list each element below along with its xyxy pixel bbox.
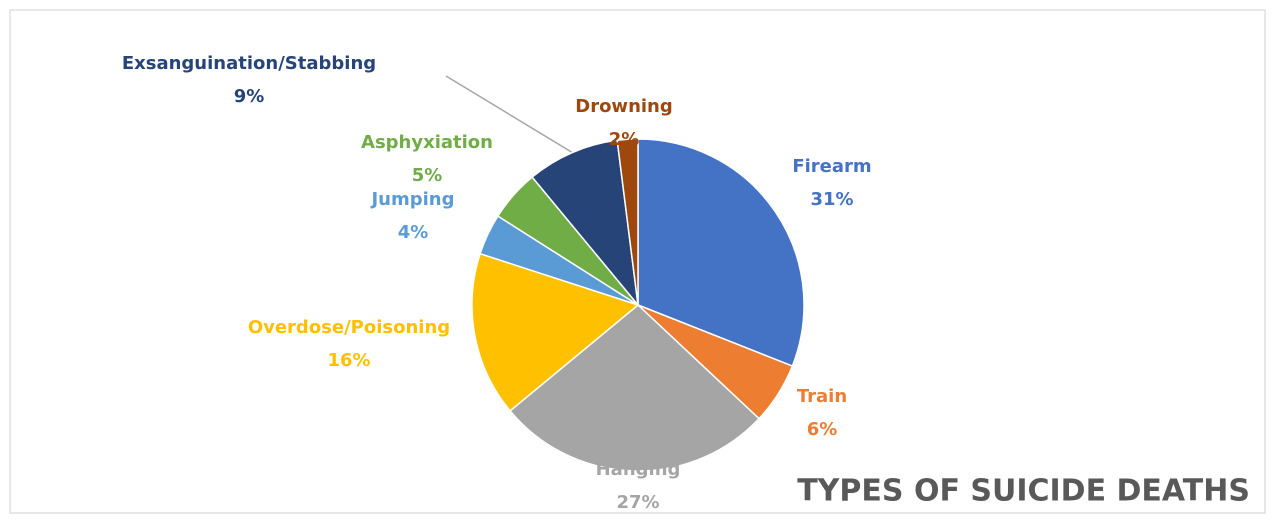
slice-label: Train (797, 386, 847, 407)
value-label: 6% (807, 419, 838, 440)
value-label: 31% (810, 189, 853, 210)
slice-label: Hanging (596, 459, 681, 480)
chart-title: TYPES OF SUICIDE DEATHS (797, 474, 1250, 509)
value-label: 5% (412, 165, 443, 186)
value-label: 4% (398, 222, 429, 243)
pie-slice (509, 304, 761, 472)
value-label: 27% (616, 492, 659, 513)
pie-slice (471, 252, 640, 412)
slice-label: Asphyxiation (361, 132, 493, 153)
pie-slice (637, 138, 805, 368)
value-label: 9% (234, 86, 265, 107)
slice-label: Overdose/Poisoning (248, 317, 450, 338)
slice-label: Drowning (575, 96, 673, 117)
value-label: 2% (609, 129, 640, 150)
slice-label: Firearm (792, 156, 871, 177)
slice-label: Exsanguination/Stabbing (122, 53, 376, 74)
value-label: 16% (327, 350, 370, 371)
slice-label: Jumping (369, 189, 454, 210)
pie-slice (531, 139, 640, 308)
pie-slice (616, 138, 639, 306)
leader-line (445, 75, 579, 157)
